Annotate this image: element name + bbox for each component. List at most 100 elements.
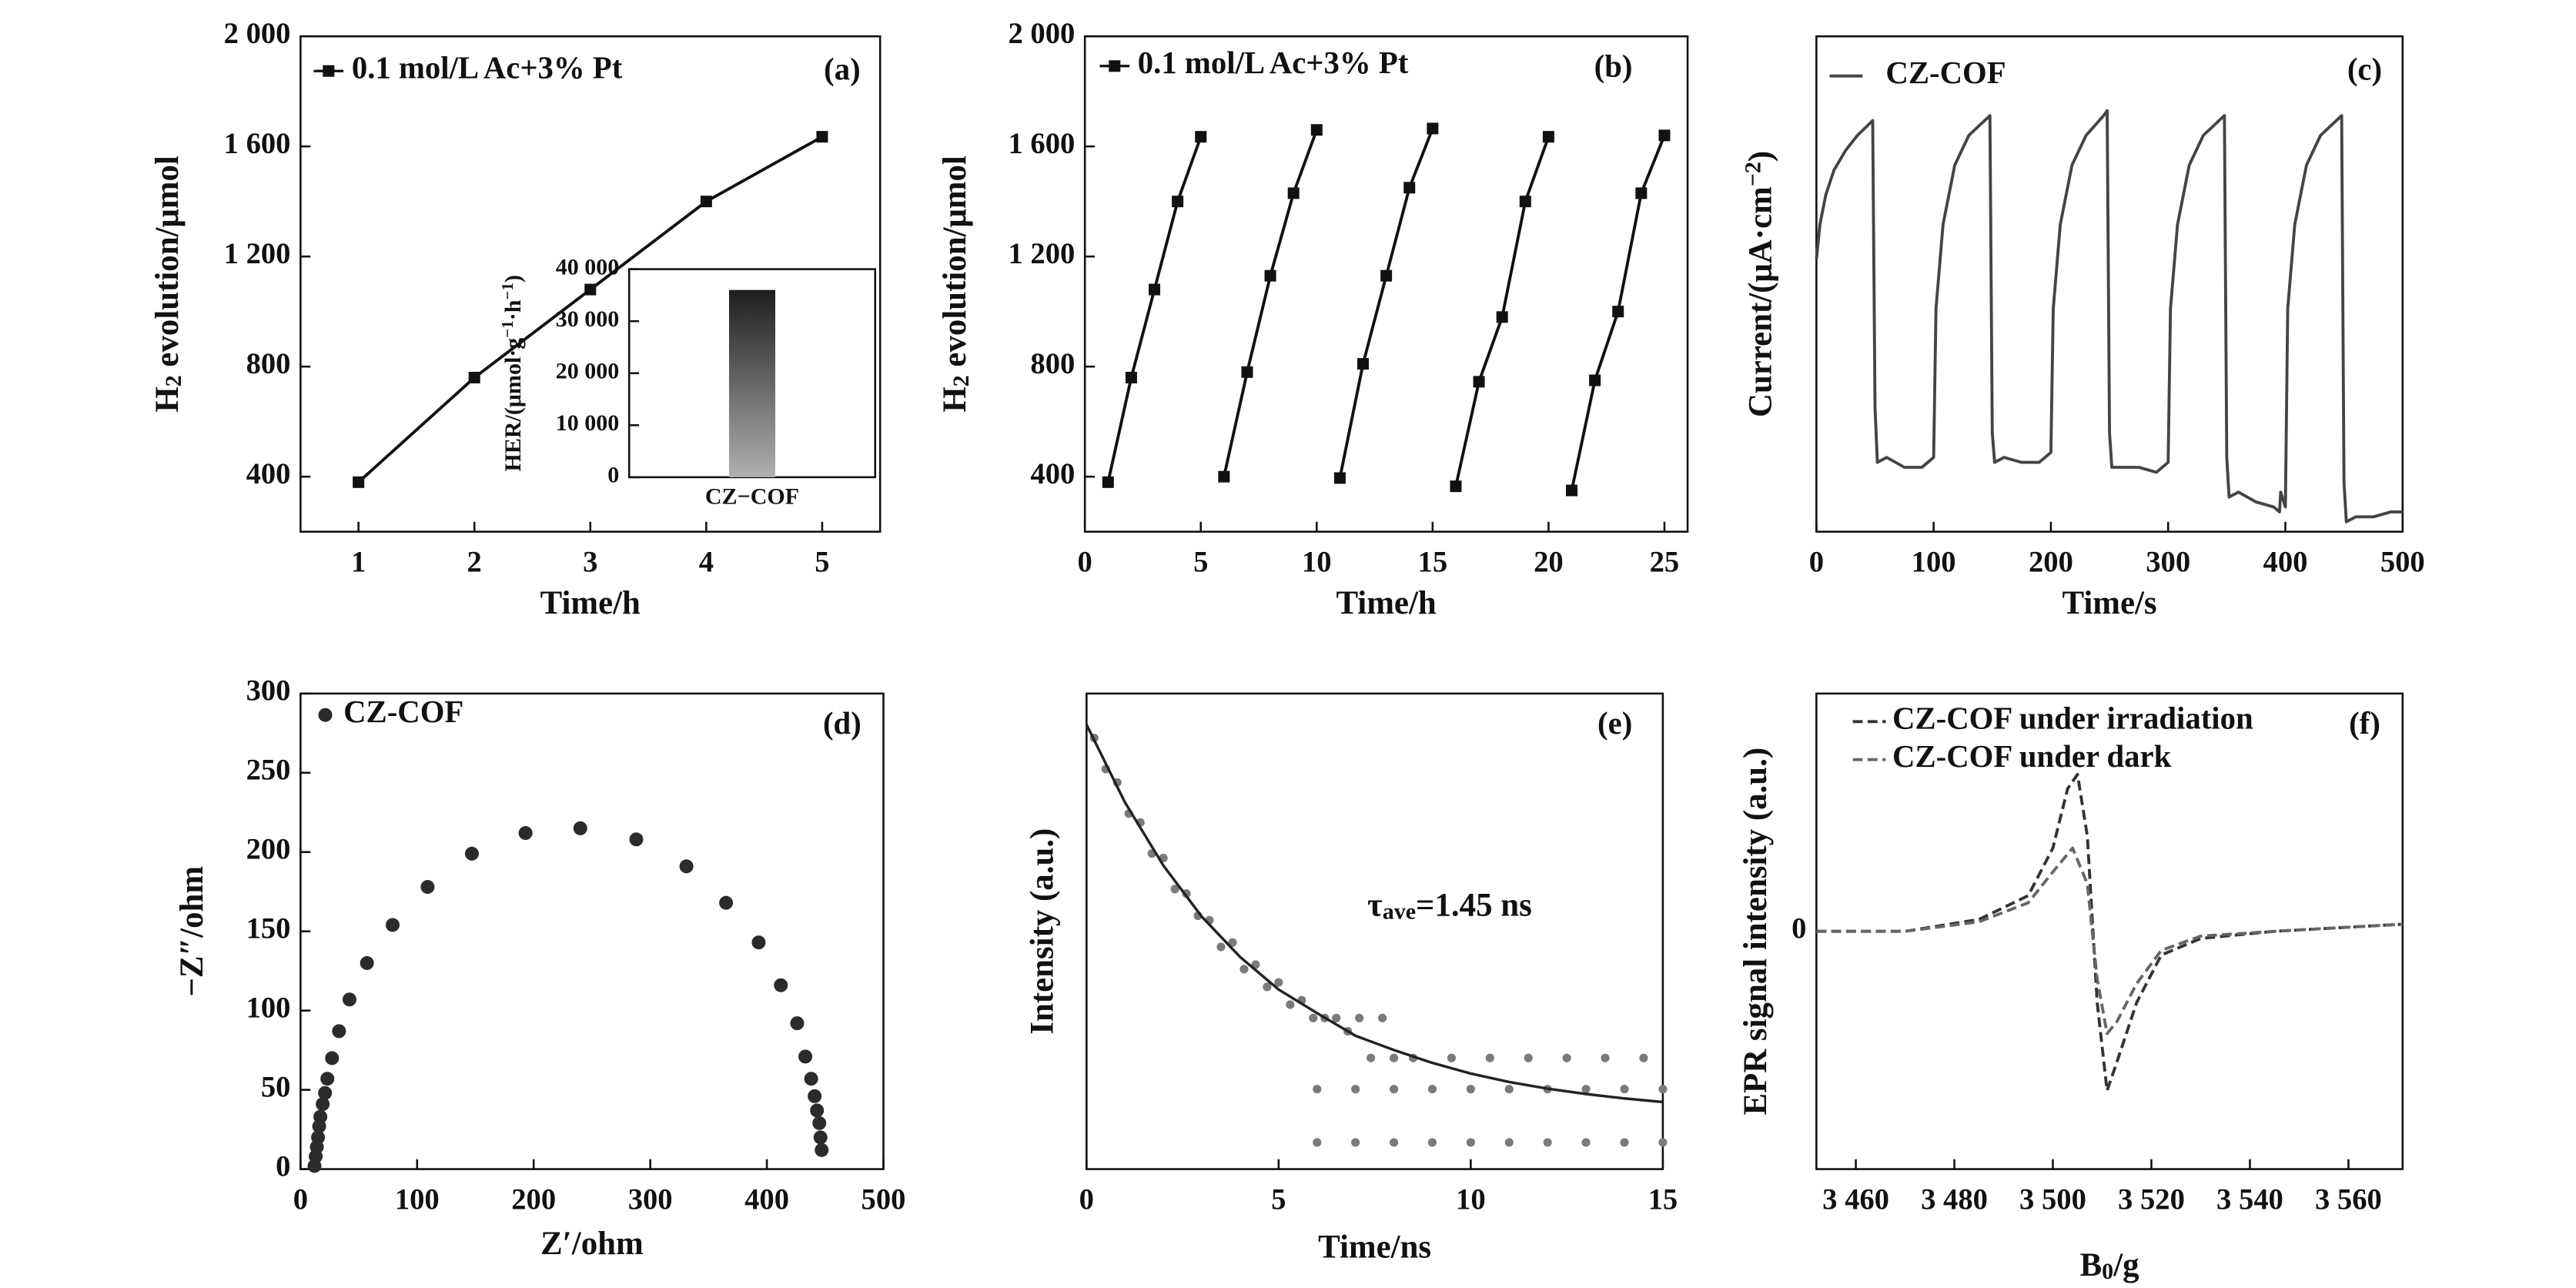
series-line bbox=[1815, 109, 2403, 524]
x-tick-label: 2 bbox=[467, 546, 482, 578]
x-tick-label: 10 bbox=[1302, 546, 1332, 578]
data-marker bbox=[1427, 122, 1439, 135]
y-axis-label-part: ) bbox=[1743, 151, 1779, 162]
data-marker bbox=[1658, 129, 1671, 142]
data-marker bbox=[1357, 358, 1370, 370]
x-axis-label-part: B bbox=[2080, 1247, 2103, 1283]
data-marker bbox=[584, 283, 597, 296]
y-axis-label-sup: −2 bbox=[1741, 162, 1766, 186]
x-tick-label: 100 bbox=[1912, 546, 1956, 578]
data-marker bbox=[353, 476, 365, 488]
legend-label: CZ-COF under irradiation bbox=[1892, 701, 2253, 736]
y-tick-label: 10 000 bbox=[556, 410, 620, 436]
x-tick-label: 15 bbox=[1418, 546, 1448, 578]
data-marker bbox=[1403, 182, 1416, 194]
data-marker bbox=[1287, 187, 1300, 199]
data-marker bbox=[1218, 470, 1230, 483]
data-marker bbox=[1450, 480, 1462, 493]
data-point bbox=[1286, 1000, 1295, 1009]
data-point bbox=[813, 1130, 828, 1145]
y-axis-label-part: HER/(μmol·g bbox=[500, 338, 526, 472]
data-point bbox=[1466, 1138, 1475, 1147]
x-tick-label: 3 460 bbox=[1822, 1183, 1889, 1216]
data-point bbox=[1313, 1085, 1322, 1094]
data-marker bbox=[1565, 484, 1578, 497]
data-point bbox=[1601, 1053, 1610, 1062]
series-line bbox=[1816, 772, 2403, 1092]
data-point bbox=[1447, 1053, 1456, 1062]
x-tick-label: 3 540 bbox=[2216, 1183, 2283, 1216]
plot-frame bbox=[1086, 692, 1664, 1170]
y-axis-label: −Z″/ohm bbox=[174, 866, 210, 997]
x-tick-label: 100 bbox=[395, 1183, 440, 1216]
data-point bbox=[1239, 965, 1249, 974]
annotation-part: =1.45 ns bbox=[1416, 888, 1532, 924]
data-point bbox=[1427, 1085, 1437, 1094]
data-point bbox=[325, 1051, 340, 1066]
data-point bbox=[1389, 1053, 1399, 1062]
data-point bbox=[1228, 938, 1237, 947]
x-tick-label: 0 bbox=[1079, 1183, 1094, 1216]
data-marker bbox=[1310, 124, 1323, 136]
x-tick-label: 500 bbox=[861, 1183, 906, 1216]
data-point bbox=[1355, 1013, 1364, 1022]
x-tick-label: 3 500 bbox=[2019, 1183, 2086, 1216]
legend-label: CZ-COF under dark bbox=[1892, 739, 2172, 774]
panel-label: (e) bbox=[1597, 706, 1632, 741]
x-axis-label: Time/h bbox=[1336, 585, 1436, 621]
data-point bbox=[1485, 1053, 1494, 1062]
data-point bbox=[1524, 1053, 1533, 1062]
y-tick-label: 150 bbox=[246, 913, 291, 945]
data-marker bbox=[1612, 306, 1624, 318]
y-tick-label: 800 bbox=[246, 348, 291, 380]
panel-label: (b) bbox=[1594, 49, 1633, 83]
x-tick-label: 0 bbox=[1078, 546, 1092, 578]
data-point bbox=[1170, 885, 1179, 894]
legend-label: 0.1 mol/L Ac+3% Pt bbox=[352, 51, 623, 85]
data-marker bbox=[700, 196, 712, 208]
y-tick-label: 1 600 bbox=[1008, 128, 1075, 160]
y-axis-label-sub: 2 bbox=[948, 375, 974, 386]
x-tick-label: 500 bbox=[2380, 546, 2425, 578]
y-tick-label: 2 000 bbox=[224, 18, 291, 50]
plot-frame bbox=[299, 692, 885, 1170]
legend-label: CZ-COF bbox=[1885, 55, 2006, 90]
y-tick-label: 250 bbox=[246, 754, 291, 787]
x-tick-label: 3 bbox=[583, 546, 597, 578]
y-axis-label: H2 evolution/μmol bbox=[149, 156, 187, 413]
x-tick-label: CZ−COF bbox=[705, 484, 799, 510]
y-axis-label-part: evolution/μmol bbox=[149, 156, 186, 375]
panel-label: (d) bbox=[823, 706, 861, 741]
x-tick-label: 0 bbox=[293, 1183, 308, 1216]
legend-label: CZ-COF bbox=[343, 694, 463, 729]
data-point bbox=[1562, 1053, 1571, 1062]
annotation: τave=1.45 ns bbox=[1367, 888, 1532, 925]
data-point bbox=[1620, 1085, 1629, 1094]
data-point bbox=[1332, 1013, 1341, 1022]
data-point bbox=[1504, 1138, 1514, 1147]
x-axis-label-sub: 0 bbox=[2102, 1260, 2113, 1285]
data-point bbox=[1389, 1085, 1399, 1094]
data-point bbox=[1504, 1085, 1514, 1094]
data-point bbox=[332, 1024, 346, 1039]
data-point bbox=[1313, 1138, 1322, 1147]
y-tick-label: 1 200 bbox=[1008, 238, 1075, 270]
y-tick-label: 1 600 bbox=[224, 128, 291, 160]
data-point bbox=[342, 992, 356, 1007]
data-point bbox=[573, 821, 587, 835]
data-marker bbox=[1589, 374, 1601, 386]
data-marker bbox=[1473, 376, 1485, 388]
data-marker bbox=[1519, 196, 1531, 208]
y-tick-label: 400 bbox=[246, 458, 291, 490]
y-axis-label-part: Current/(μA·cm bbox=[1743, 186, 1779, 417]
y-axis-label-part: evolution/μmol bbox=[937, 156, 973, 375]
data-point bbox=[385, 918, 400, 932]
data-point bbox=[679, 859, 694, 874]
data-marker bbox=[1380, 269, 1393, 282]
y-tick-label: 1 200 bbox=[224, 238, 291, 270]
y-axis-label-part: ·h bbox=[500, 299, 526, 320]
data-point bbox=[1351, 1138, 1360, 1147]
data-point bbox=[1581, 1138, 1591, 1147]
panel-label: (a) bbox=[824, 52, 861, 87]
data-point bbox=[1351, 1085, 1360, 1094]
